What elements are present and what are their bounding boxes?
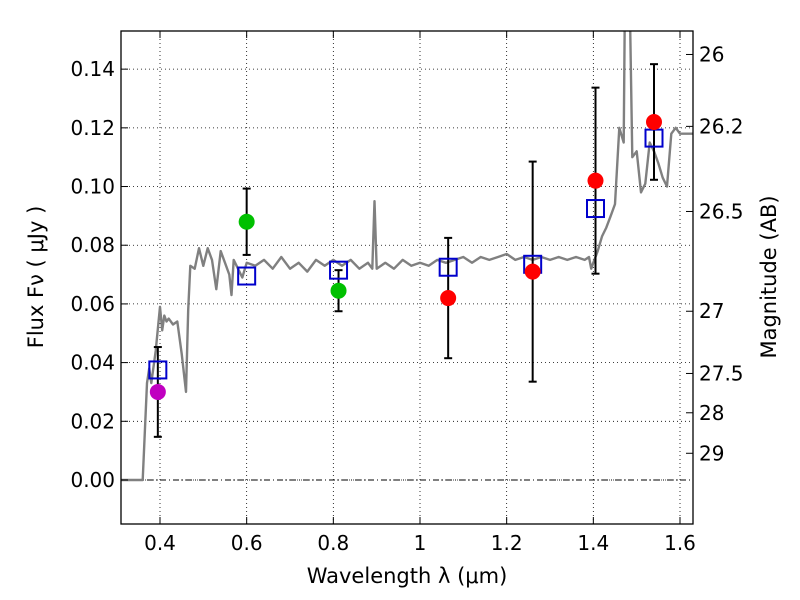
model-point [148,360,168,380]
observed-point [587,172,604,189]
observed-points [149,113,662,400]
magnitude-tick-label: 26.2 [699,114,744,138]
observed-point [440,290,457,307]
magnitude-tick-label: 26 [699,42,724,66]
y-tick-label: 0.12 [70,116,115,140]
y-tick-label: 0.02 [70,409,115,433]
y-tick-label: 0.10 [70,175,115,199]
y-tick-label: 0.00 [70,468,115,492]
x-axis-ticks: 0.4 0.6 0.8 1 1.2 1.4 1.6 [144,31,696,555]
x-tick-label: 0.4 [144,531,176,555]
magnitude-axis-ticks: 26 26.2 26.5 27 27.5 28 29 [686,42,744,465]
observed-point [149,383,166,400]
x-tick-label: 0.6 [231,531,263,555]
right-axis-label: Magnitude (AB) [757,195,781,358]
x-tick-label: 1.2 [491,531,523,555]
y-tick-label: 0.08 [70,233,115,257]
x-tick-label: 0.8 [317,531,349,555]
x-tick-label: 1.6 [664,531,696,555]
model-spectrum-line [121,31,693,482]
observed-point [646,113,662,130]
x-axis-label: Wavelength λ (μm) [307,564,508,588]
model-point [586,199,605,219]
x-tick-label: 1.4 [577,531,609,555]
observed-point [524,263,541,280]
x-tick-label: 1 [414,531,427,555]
y-tick-label: 0.04 [70,351,115,375]
y-tick-label: 0.14 [70,57,115,81]
y-axis-ticks: 0.00 0.02 0.04 0.06 0.08 0.10 0.12 0.14 [70,57,128,492]
plot-frame [120,30,694,525]
model-point [237,266,257,286]
magnitude-tick-label: 27 [699,299,724,323]
magnitude-tick-label: 29 [699,441,724,465]
magnitude-tick-label: 27.5 [699,361,744,385]
observed-point [330,282,347,299]
model-point [329,260,349,280]
magnitude-tick-label: 26.5 [699,199,744,223]
magnitude-tick-label: 28 [699,401,724,425]
y-tick-label: 0.06 [70,292,115,316]
observed-point [238,213,255,230]
y-axis-label: Flux Fν ( μJy ) [24,206,48,349]
model-point [438,257,458,277]
